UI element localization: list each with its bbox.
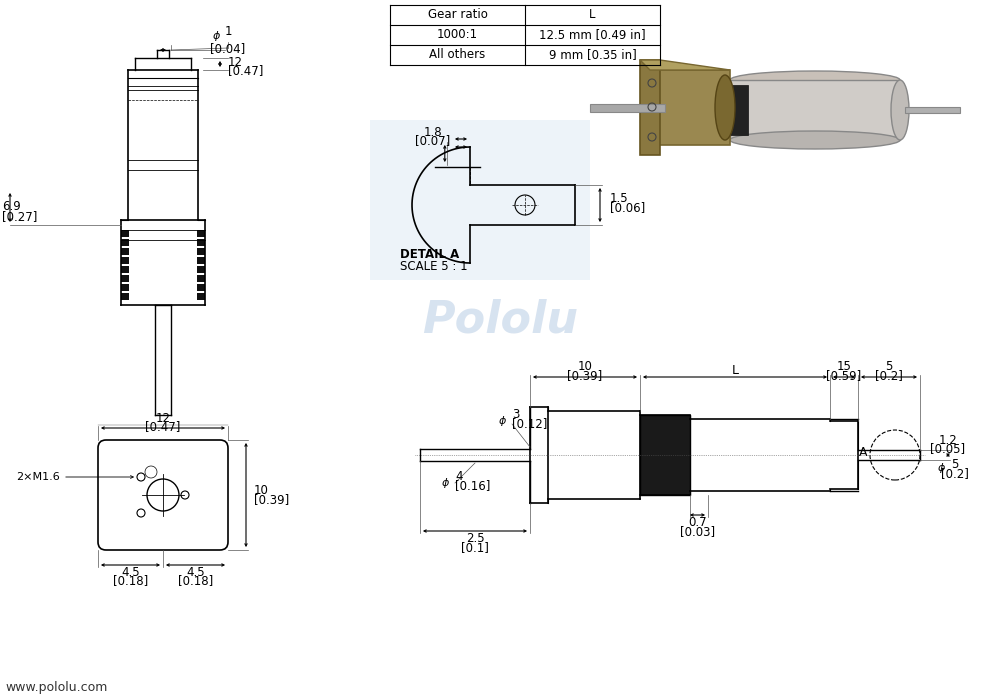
Bar [370,120,589,280]
Bar [121,230,129,237]
Bar [589,104,664,111]
Text: [0.2]: [0.2] [940,468,968,480]
Text: 1.8: 1.8 [423,125,441,139]
Bar [121,293,129,300]
Text: [0.39]: [0.39] [567,370,602,382]
Text: [0.27]: [0.27] [2,211,38,223]
Text: L: L [588,8,595,22]
Bar [197,284,205,291]
Text: 2×M1.6: 2×M1.6 [16,472,60,482]
Bar [197,275,205,282]
Text: [0.04]: [0.04] [210,42,246,55]
Ellipse shape [730,71,900,89]
Text: 4.5: 4.5 [186,566,205,578]
Text: www.pololu.com: www.pololu.com [5,682,107,694]
Text: [0.47]: [0.47] [145,421,181,433]
Text: 3: 3 [512,409,519,421]
Bar [197,248,205,255]
Bar [121,275,129,282]
Bar [730,80,900,140]
Text: $\phi$: $\phi$ [936,461,945,475]
Bar [730,85,747,135]
Text: $\phi$: $\phi$ [212,29,221,43]
Text: [0.12]: [0.12] [512,417,547,430]
Bar [197,230,205,237]
Text: 10: 10 [577,360,591,374]
Bar [121,257,129,264]
Bar [121,284,129,291]
Bar [121,266,129,273]
Bar [197,266,205,273]
Text: [0.18]: [0.18] [178,575,213,587]
Bar [197,257,205,264]
Text: 5: 5 [950,458,958,472]
Text: A: A [858,447,866,459]
Bar [905,107,959,113]
Text: 12.5 mm [0.49 in]: 12.5 mm [0.49 in] [539,29,645,41]
Text: 5: 5 [885,360,892,374]
Text: Gear ratio: Gear ratio [427,8,487,22]
Bar [639,415,689,495]
Text: $\phi$: $\phi$ [440,476,449,490]
Text: 2.5: 2.5 [465,533,484,545]
Text: 1.5: 1.5 [609,193,628,206]
Text: [0.05]: [0.05] [929,442,964,456]
Bar [197,293,205,300]
Bar [197,239,205,246]
Bar [121,248,129,255]
Bar [639,60,659,155]
Text: 1000:1: 1000:1 [436,29,477,41]
Text: 10: 10 [253,484,268,496]
Ellipse shape [730,131,900,149]
Text: [0.59]: [0.59] [826,370,861,382]
Text: $\phi$: $\phi$ [498,414,507,428]
Text: SCALE 5 : 1: SCALE 5 : 1 [400,260,467,272]
Text: 9 mm [0.35 in]: 9 mm [0.35 in] [548,48,636,62]
Text: 1: 1 [224,25,232,38]
Text: [0.06]: [0.06] [609,202,644,214]
Text: 12: 12 [228,55,243,69]
Text: [0.03]: [0.03] [680,526,715,538]
Bar [121,239,129,246]
Bar [649,70,730,145]
Text: 4: 4 [454,470,462,484]
Text: 4.5: 4.5 [121,566,140,578]
Text: 15: 15 [836,360,851,374]
Text: [0.07]: [0.07] [414,134,450,148]
Ellipse shape [715,75,735,140]
Text: [0.18]: [0.18] [112,575,148,587]
Text: 6.9: 6.9 [2,200,21,214]
Text: All others: All others [429,48,485,62]
Text: [0.2]: [0.2] [874,370,902,382]
Text: 1.2: 1.2 [937,433,956,447]
Text: L: L [731,365,738,377]
Text: [0.47]: [0.47] [228,64,263,78]
Ellipse shape [890,80,909,140]
Text: 0.7: 0.7 [688,517,707,529]
Text: Pololu: Pololu [421,298,578,342]
Text: [0.1]: [0.1] [460,542,488,554]
Text: DETAIL A: DETAIL A [400,248,459,262]
Text: 12: 12 [155,412,170,424]
Polygon shape [639,60,730,70]
Text: [0.39]: [0.39] [253,494,289,507]
Text: [0.16]: [0.16] [454,480,490,493]
